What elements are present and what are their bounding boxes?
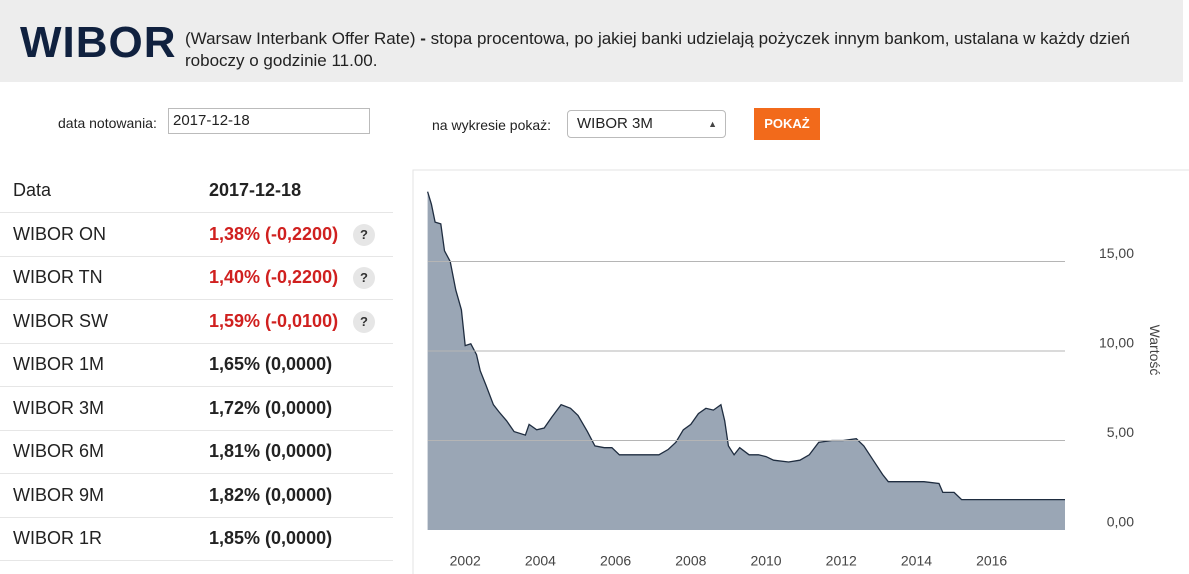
show-button[interactable]: POKAŻ [754, 108, 820, 140]
help-icon[interactable]: ? [353, 310, 375, 333]
table-row: WIBOR SW 1,59% (-0,0100)? [0, 300, 393, 344]
rate-value: 1,82% (0,0000) [209, 484, 333, 505]
header-cell: 2017-12-18 [209, 180, 302, 200]
x-tick-label: 2014 [901, 553, 932, 569]
x-tick-label: 2010 [750, 553, 781, 569]
help-icon[interactable]: ? [353, 223, 375, 246]
chart-label: na wykresie pokaż: [432, 117, 552, 133]
rate-value: 1,65% (0,0000) [209, 354, 333, 374]
area-line [426, 191, 1065, 501]
rate-value: 1,40% (-0,2200) [209, 267, 339, 287]
select-value: WIBOR 3M [577, 115, 653, 132]
description-dash: - [420, 29, 426, 48]
rate-name: WIBOR 6M [13, 441, 105, 461]
table-row: WIBOR 9M 1,82% (0,0000) [0, 474, 393, 518]
table-row: WIBOR TN 1,40% (-0,2200)? [0, 256, 393, 300]
table-row: WIBOR ON 1,38% (-0,2200)? [0, 213, 393, 257]
description-rest: stopa procentowa, po jakiej banki udziel… [185, 29, 1130, 70]
rate-name: WIBOR 1M [13, 354, 105, 374]
area [427, 191, 1066, 530]
rate-value: 1,59% (-0,0100) [209, 310, 339, 331]
y-tick-label: 0,00 [1107, 514, 1134, 530]
chart: Wartość 0,00 5,00 10,00 15,00 2002 2004 2006 20… [412, 169, 1189, 574]
x-tick-label: 2016 [976, 553, 1007, 569]
header-band [0, 0, 1183, 82]
rate-value: 1,38% (-0,2200) [209, 223, 339, 244]
rate-value: 1,85% (0,0000) [209, 528, 333, 548]
rate-name: WIBOR 1R [13, 528, 103, 548]
y-axis-label: Wartość [1147, 325, 1163, 376]
rate-name: WIBOR 3M [13, 397, 105, 418]
y-tick-label: 5,00 [1107, 424, 1134, 440]
rate-name: WIBOR TN [13, 267, 103, 287]
y-tick-label: 10,00 [1099, 335, 1134, 351]
rate-name: WIBOR ON [13, 223, 106, 244]
description: (Warsaw Interbank Offer Rate) - stopa pr… [185, 28, 1175, 72]
header-cell: Data [13, 180, 52, 200]
rate-value: 1,72% (0,0000) [209, 397, 333, 418]
x-tick-label: 2012 [826, 553, 857, 569]
rate-name: WIBOR 9M [13, 484, 105, 505]
rate-name: WIBOR SW [13, 310, 108, 331]
chart-select[interactable]: WIBOR 3M ▲ [567, 110, 726, 138]
table-header-row: Data 2017-12-18 [0, 169, 393, 213]
page-title: WIBOR [20, 18, 177, 67]
date-input[interactable]: 2017-12-18 [168, 108, 370, 134]
table-row: WIBOR 6M 1,81% (0,0000) [0, 430, 393, 474]
description-start: (Warsaw Interbank Offer Rate) [185, 29, 416, 48]
select-arrows: ▲ [708, 119, 717, 129]
x-tick-label: 2008 [675, 553, 706, 569]
table-row: WIBOR 3M 1,72% (0,0000) [0, 387, 393, 431]
help-icon[interactable]: ? [353, 267, 375, 289]
rate-value: 1,81% (0,0000) [209, 441, 333, 461]
table-row: WIBOR 1R 1,85% (0,0000) [0, 517, 393, 561]
date-label: data notowania: [58, 115, 157, 131]
x-tick-label: 2004 [525, 553, 556, 569]
x-tick-label: 2002 [450, 553, 481, 569]
x-tick-label: 2006 [600, 553, 631, 569]
table-row: WIBOR 1M 1,65% (0,0000) [0, 343, 393, 387]
y-tick-label: 15,00 [1099, 245, 1134, 261]
